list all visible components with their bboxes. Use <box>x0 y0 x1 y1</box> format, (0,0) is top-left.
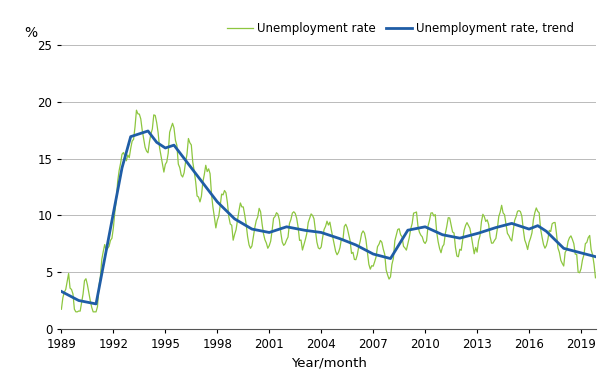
Unemployment rate <box>513 214 520 219</box>
Line: Unemployment rate: Unemployment rate <box>61 110 596 312</box>
Unemployment rate <box>592 276 599 280</box>
Unemployment rate <box>72 310 80 314</box>
Line: Unemployment rate, trend: Unemployment rate, trend <box>61 131 596 304</box>
Unemployment rate, trend <box>131 133 139 138</box>
Unemployment rate <box>131 125 139 129</box>
X-axis label: Year/month: Year/month <box>290 356 367 369</box>
Unemployment rate <box>365 262 373 266</box>
Unemployment rate, trend <box>292 226 299 231</box>
Unemployment rate, trend <box>144 129 152 133</box>
Unemployment rate <box>58 307 65 311</box>
Unemployment rate, trend <box>368 251 375 256</box>
Unemployment rate <box>368 263 375 268</box>
Unemployment rate, trend <box>92 302 99 306</box>
Unemployment rate <box>292 211 299 216</box>
Unemployment rate <box>503 231 511 235</box>
Unemployment rate, trend <box>592 254 599 259</box>
Unemployment rate, trend <box>365 249 373 254</box>
Unemployment rate, trend <box>513 223 520 227</box>
Unemployment rate, trend <box>503 222 511 227</box>
Legend: Unemployment rate, Unemployment rate, trend: Unemployment rate, Unemployment rate, tr… <box>222 17 579 40</box>
Unemployment rate, trend <box>58 289 65 294</box>
Text: %: % <box>24 26 37 40</box>
Unemployment rate <box>133 108 140 112</box>
